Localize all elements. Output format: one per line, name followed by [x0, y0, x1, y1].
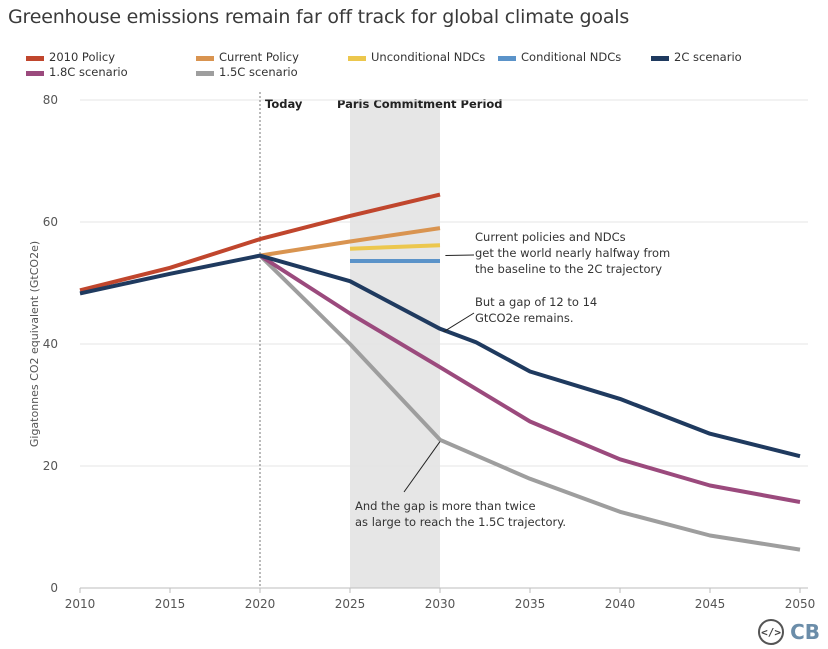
series-line-1-5c-scenario	[258, 254, 801, 552]
series-line-2010-policy	[79, 192, 441, 293]
brand-mark: CB	[790, 620, 820, 644]
legend-swatch-2c-scenario	[651, 56, 669, 61]
legend-swatch-unconditional-ndcs	[348, 56, 366, 61]
legend-swatch-1-8c-scenario	[26, 71, 44, 76]
annotation-text: But a gap of 12 to 14 GtCO2e remains.	[475, 295, 597, 325]
series-line-current-policy	[259, 226, 441, 258]
x-tick-label: 2020	[245, 597, 276, 611]
legend-label-2c-scenario: 2C scenario	[674, 50, 742, 64]
y-tick-label: 60	[43, 215, 58, 229]
y-tick-label: 40	[43, 337, 58, 351]
annotation-pointer	[403, 441, 441, 493]
legend-swatch-conditional-ndcs	[498, 56, 516, 61]
code-embed-icon[interactable]: </>	[758, 619, 785, 645]
annotation-line: the baseline to the 2C trajectory	[475, 262, 662, 276]
today-label: Today	[265, 97, 303, 111]
series-line-1-8c-scenario	[258, 253, 801, 504]
legend-swatch-2010-policy	[26, 56, 44, 61]
y-tick-label: 20	[43, 459, 58, 473]
legend-swatch-1-5c-scenario	[196, 71, 214, 76]
annotation-pointer	[443, 312, 475, 333]
annotation-text: And the gap is more than twice as large t…	[355, 499, 566, 529]
annotation-line: get the world nearly halfway from	[475, 246, 670, 260]
x-tick-label: 2025	[335, 597, 366, 611]
series-line-unconditional-ndcs	[349, 243, 441, 251]
y-tick-label: 0	[50, 581, 58, 595]
annotation-line: Current policies and NDCs	[475, 230, 626, 244]
annotation-line: And the gap is more than twice	[355, 499, 536, 513]
x-tick-label: 2050	[785, 597, 816, 611]
annotation-line: GtCO2e remains.	[475, 311, 573, 325]
x-tick-label: 2045	[695, 597, 726, 611]
x-tick-label: 2040	[605, 597, 636, 611]
x-tick-label: 2010	[65, 597, 96, 611]
x-tick-label: 2015	[155, 597, 186, 611]
legend-label-1-8c-scenario: 1.8C scenario	[49, 65, 128, 79]
annotation-text: Current policies and NDCs get the world n…	[475, 230, 670, 276]
legend-swatch-current-policy	[196, 56, 214, 61]
chart-title: Greenhouse emissions remain far off trac…	[8, 6, 630, 28]
annotation-line: as large to reach the 1.5C trajectory.	[355, 515, 566, 529]
y-tick-label: 80	[43, 93, 58, 107]
series-line-2c-scenario	[79, 253, 801, 459]
y-axis-label: Gigatonnes CO2 equivalent (GtCO2e)	[28, 241, 41, 447]
legend-label-unconditional-ndcs: Unconditional NDCs	[371, 50, 485, 64]
annotation-pointer	[445, 254, 475, 257]
paris-period-label: Paris Commitment Period	[337, 97, 503, 111]
carbon-brief-logo: </> CB	[758, 619, 820, 645]
legend-label-1-5c-scenario: 1.5C scenario	[219, 65, 298, 79]
x-tick-label: 2035	[515, 597, 546, 611]
legend-label-conditional-ndcs: Conditional NDCs	[521, 50, 621, 64]
legend-label-2010-policy: 2010 Policy	[49, 50, 115, 64]
legend-label-current-policy: Current Policy	[219, 50, 299, 64]
annotation-line: But a gap of 12 to 14	[475, 295, 597, 309]
x-tick-label: 2030	[425, 597, 456, 611]
